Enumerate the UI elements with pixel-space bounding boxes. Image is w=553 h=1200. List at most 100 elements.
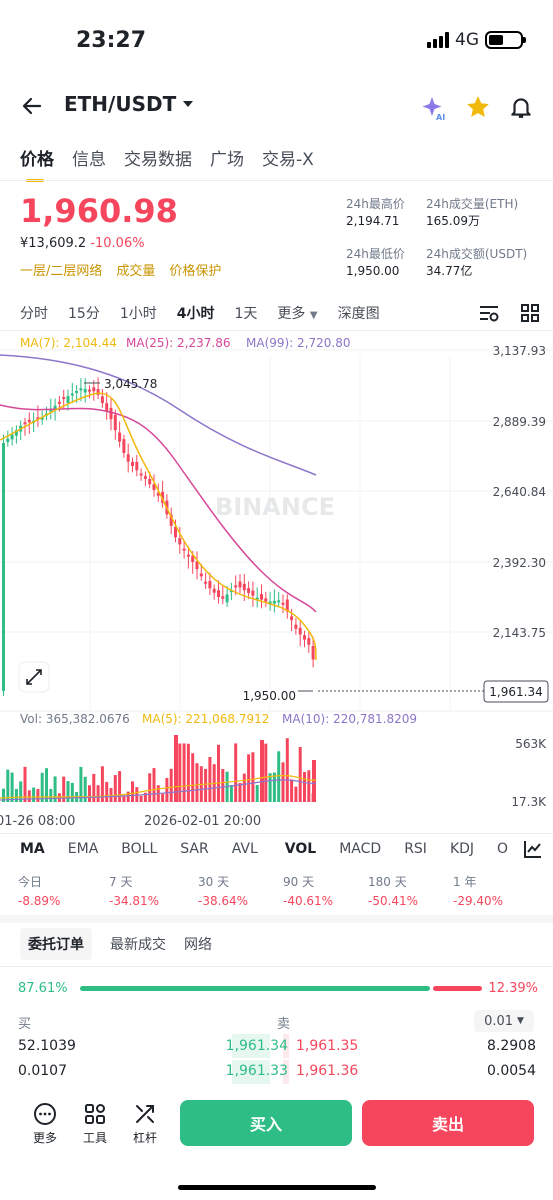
sell-button[interactable]: 卖出 [362, 1100, 534, 1146]
candle [303, 630, 306, 648]
vol-ma10-line [0, 779, 317, 801]
pair-selector[interactable]: ETH/USDT [64, 92, 194, 116]
interval-1h[interactable]: 1小时 [119, 306, 157, 322]
volume-bar [36, 789, 40, 802]
candle [100, 388, 104, 408]
ind-rsi[interactable]: RSI [404, 841, 427, 857]
candle [255, 587, 259, 608]
chart-grid [0, 349, 553, 710]
candle [178, 526, 182, 554]
interval-1d[interactable]: 1天 [234, 306, 258, 322]
bid-price: 1,961.33 [225, 1063, 288, 1079]
ind-kdj[interactable]: KDJ [449, 841, 475, 857]
ind-avl[interactable]: AVL [231, 841, 258, 857]
buy-button[interactable]: 买入 [180, 1100, 352, 1146]
chart-settings-icon[interactable] [478, 303, 500, 323]
tags: 一层/二层网络 成交量 价格保护 [20, 260, 221, 279]
ask-price: 1,961.36 [296, 1063, 359, 1079]
ma25-label: MA(25): 2,237.86 [126, 336, 231, 350]
ind-vol[interactable]: VOL [284, 841, 317, 857]
candlestick-chart[interactable]: BINANCE MA(7): 2,104.44 MA(25): 2,237.86… [0, 330, 553, 810]
candle [156, 483, 160, 502]
top-bar: ETH/USDT AI [0, 88, 553, 128]
bell-icon[interactable] [508, 94, 534, 120]
candle [272, 589, 276, 613]
volume-bar [88, 785, 91, 802]
volume-bar [217, 744, 220, 802]
volume-bar [161, 793, 165, 802]
ind-other[interactable]: O [497, 841, 509, 857]
precision-select[interactable]: 0.01 ▼ [474, 1010, 534, 1032]
depth-chart-tab[interactable]: 深度图 [337, 306, 380, 322]
tab-trade-x[interactable]: 交易-X [262, 150, 314, 170]
vol-ma5-line [0, 775, 317, 799]
volume-bar [281, 762, 285, 802]
tab-square[interactable]: 广场 [210, 150, 244, 170]
layout-grid-icon[interactable] [520, 303, 540, 323]
vol-ma10-label: MA(10): 220,781.8209 [282, 712, 417, 726]
vol-eth-value: 165.09万 [426, 214, 480, 228]
interval-15m[interactable]: 15分 [68, 306, 100, 322]
leverage-label: 杠杆 [132, 1131, 157, 1145]
volume-bar [229, 784, 233, 802]
candle [169, 507, 173, 535]
volume-bar [27, 790, 31, 802]
back-arrow-icon[interactable] [20, 94, 44, 118]
candle [264, 591, 268, 607]
tab-trading-data[interactable]: 交易数据 [124, 150, 192, 170]
star-icon[interactable] [465, 94, 491, 120]
ind-sar[interactable]: SAR [180, 841, 209, 857]
time-axis-1: 01-26 08:00 [0, 814, 76, 829]
interval-4h[interactable]: 4小时 [176, 306, 215, 322]
candle [10, 427, 14, 446]
ind-boll[interactable]: BOLL [121, 841, 158, 857]
indicator-tabs: MA EMA BOLL SAR AVL VOL MACD RSI KDJ O [20, 841, 508, 857]
tab-recent-trades[interactable]: 最新成交 [110, 937, 166, 953]
tab-network[interactable]: 网络 [184, 937, 212, 953]
ind-ma[interactable]: MA [20, 841, 45, 857]
volume-bars [0, 735, 317, 802]
orderbook-row[interactable]: 0.0107 1,961.33 1,961.36 0.0054 [18, 1063, 536, 1079]
volume-bar [70, 782, 74, 802]
tag-price-protection[interactable]: 价格保护 [169, 264, 222, 279]
tab-price[interactable]: 价格 [20, 145, 54, 182]
interval-more[interactable]: 更多 ▼ [277, 303, 317, 323]
sell-column-label: 卖 [277, 1017, 291, 1032]
tab-info[interactable]: 信息 [72, 150, 106, 170]
volume-bar [272, 772, 276, 802]
candle [36, 405, 40, 427]
candle [247, 581, 251, 599]
leverage-button[interactable]: 杠杆 [130, 1102, 160, 1146]
leverage-icon [136, 1105, 154, 1123]
ma99-label: MA(99): 2,720.80 [246, 336, 351, 350]
volume-bar [195, 763, 199, 802]
indicator-chart-icon[interactable] [522, 838, 544, 860]
candle [126, 443, 130, 473]
orderbook-row[interactable]: 52.1039 1,961.34 1,961.35 8.2908 [18, 1038, 536, 1054]
performance-row: 今日 -8.89% 7 天 -34.81% 30 天 -38.64% 90 天 -40.… [18, 873, 538, 908]
tools-label: 工具 [82, 1131, 107, 1145]
binance-watermark: BINANCE [215, 493, 335, 521]
tag-volume[interactable]: 成交量 [116, 264, 156, 279]
ind-ema[interactable]: EMA [67, 841, 99, 857]
axis-price-2: 2,889.39 [493, 415, 546, 429]
volume-bar [100, 766, 104, 802]
tab-order-book[interactable]: 委托订单 [20, 928, 92, 960]
volume-bar [148, 773, 152, 802]
expand-icon[interactable] [18, 661, 50, 693]
volume-bar [62, 776, 66, 802]
perf-label-30d: 30 天 [198, 875, 230, 889]
current-price-tag [483, 680, 549, 703]
ai-sparkle-icon[interactable]: AI [420, 94, 448, 122]
candle [66, 389, 70, 411]
volume-bar [186, 743, 190, 802]
tag-layer[interactable]: 一层/二层网络 [20, 264, 103, 279]
current-price-label: 1,961.34 [489, 685, 542, 699]
volume-bar [260, 740, 264, 802]
volume-bar [96, 785, 100, 802]
more-button[interactable]: 更多 [30, 1102, 60, 1146]
interval-line[interactable]: 分时 [20, 306, 48, 322]
ind-macd[interactable]: MACD [339, 841, 382, 857]
perf-label-7d: 7 天 [109, 875, 133, 889]
tools-button[interactable]: 工具 [80, 1102, 110, 1146]
